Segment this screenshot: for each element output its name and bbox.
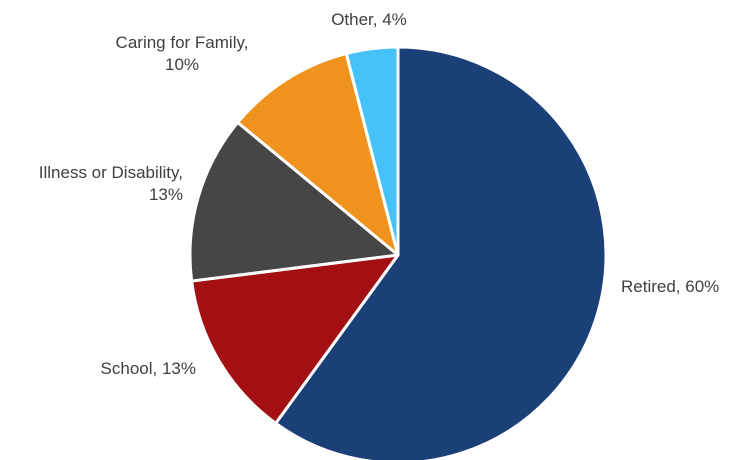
pie-slice-school	[190, 253, 400, 425]
pie-label-line: Caring for Family,	[116, 33, 249, 52]
pie-label-line: 10%	[165, 55, 199, 74]
pie-label-line: School, 13%	[101, 359, 196, 378]
pie-label-line: Retired, 60%	[621, 277, 719, 296]
pie-label-illness-or-disability: Illness or Disability, 13%	[39, 163, 183, 204]
pie-slice-illness-or-disability	[188, 120, 400, 283]
pie-label-line: Illness or Disability,	[39, 163, 183, 182]
pie-label-line: Other, 4%	[331, 10, 407, 29]
pie-label-line: 13%	[149, 185, 183, 204]
pie-label-retired: Retired, 60%	[621, 277, 719, 296]
pie-label-school: School, 13%	[101, 359, 196, 378]
pie-slice-other	[344, 45, 400, 257]
slices-layer	[188, 45, 608, 460]
labels-layer: Retired, 60% School, 13% Illness or Disabi…	[39, 10, 720, 378]
pie-label-caring-for-family: Caring for Family, 10%	[116, 33, 249, 74]
pie-label-other: Other, 4%	[331, 10, 407, 29]
pie-slice-retired	[274, 45, 608, 460]
